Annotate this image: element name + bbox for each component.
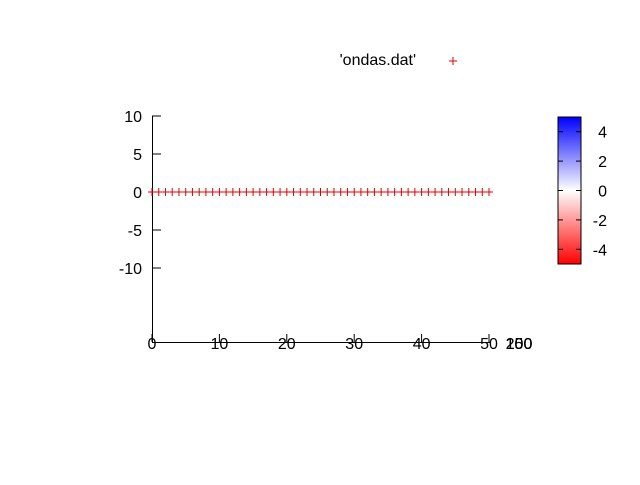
x-tick-label: 30 xyxy=(345,336,363,353)
colorbar-ticks: 4 2 0 -2 -4 xyxy=(558,125,607,259)
y-ticks: 10 5 0 -5 -10 xyxy=(119,109,161,278)
data-point xyxy=(350,188,359,196)
data-point xyxy=(215,188,224,196)
data-point xyxy=(390,188,399,196)
data-point xyxy=(249,188,258,196)
data-point xyxy=(161,188,170,196)
x-tick-label: 40 xyxy=(413,336,431,353)
data-point xyxy=(363,188,372,196)
data-point xyxy=(410,188,419,196)
data-point xyxy=(431,188,440,196)
y-tick-label: -10 xyxy=(119,261,142,278)
data-point xyxy=(242,188,251,196)
data-point xyxy=(269,188,278,196)
data-point xyxy=(437,188,446,196)
data-point xyxy=(303,188,312,196)
colorbar: 4 2 0 -2 -4 xyxy=(557,116,607,265)
x-overlap-tick-label: 100 xyxy=(506,336,533,353)
data-point xyxy=(397,188,406,196)
data-point xyxy=(276,188,285,196)
data-point xyxy=(323,188,332,196)
x-tick-label: 20 xyxy=(278,336,296,353)
data-point xyxy=(424,188,433,196)
legend-label: 'ondas.dat' xyxy=(340,52,416,69)
colorbar-tick-label: 4 xyxy=(598,125,607,142)
data-point xyxy=(168,188,177,196)
x-tick-label: 50 xyxy=(480,336,498,353)
data-point xyxy=(255,188,264,196)
data-point xyxy=(296,188,305,196)
data-point xyxy=(148,188,156,196)
data-point xyxy=(188,188,197,196)
y-tick-label: 0 xyxy=(133,185,142,202)
data-point xyxy=(289,188,298,196)
data-point xyxy=(222,188,231,196)
legend: 'ondas.dat' xyxy=(340,52,457,69)
data-point xyxy=(181,188,190,196)
data-point xyxy=(174,188,183,196)
data-point xyxy=(464,188,473,196)
axes xyxy=(152,116,490,343)
data-point xyxy=(383,188,392,196)
x-tick-label: 10 xyxy=(211,336,229,353)
data-point xyxy=(309,188,318,196)
data-point xyxy=(485,188,493,196)
data-point xyxy=(336,188,345,196)
data-point xyxy=(262,188,271,196)
data-point xyxy=(282,188,291,196)
data-point xyxy=(356,188,365,196)
data-point xyxy=(417,188,426,196)
data-point xyxy=(316,188,325,196)
x-overlap-tick-label: 200 xyxy=(506,336,533,353)
data-point xyxy=(228,188,237,196)
data-point xyxy=(478,188,487,196)
data-point xyxy=(458,188,467,196)
data-point xyxy=(343,188,352,196)
colorbar-tick-label: -2 xyxy=(593,213,607,230)
colorbar-tick-label: -4 xyxy=(593,242,607,259)
data-point xyxy=(201,188,210,196)
data-point xyxy=(235,188,244,196)
y-tick-label: 10 xyxy=(124,109,142,126)
data-point xyxy=(404,188,413,196)
legend-marker xyxy=(449,57,457,65)
data-point xyxy=(471,188,480,196)
data-point xyxy=(370,188,379,196)
x-tick-label: 0 xyxy=(148,336,157,353)
x-overlap-tick-label: 150 xyxy=(506,336,533,353)
y-tick-label: -5 xyxy=(128,223,142,240)
y-tick-label: 5 xyxy=(133,147,142,164)
data-point xyxy=(329,188,338,196)
data-point xyxy=(451,188,460,196)
data-point xyxy=(377,188,386,196)
data-point xyxy=(154,188,163,196)
data-point xyxy=(195,188,204,196)
data-point xyxy=(208,188,217,196)
colorbar-tick-label: 2 xyxy=(598,154,607,171)
colorbar-tick-label: 0 xyxy=(598,184,607,201)
series-points xyxy=(148,188,493,196)
data-point xyxy=(444,188,453,196)
